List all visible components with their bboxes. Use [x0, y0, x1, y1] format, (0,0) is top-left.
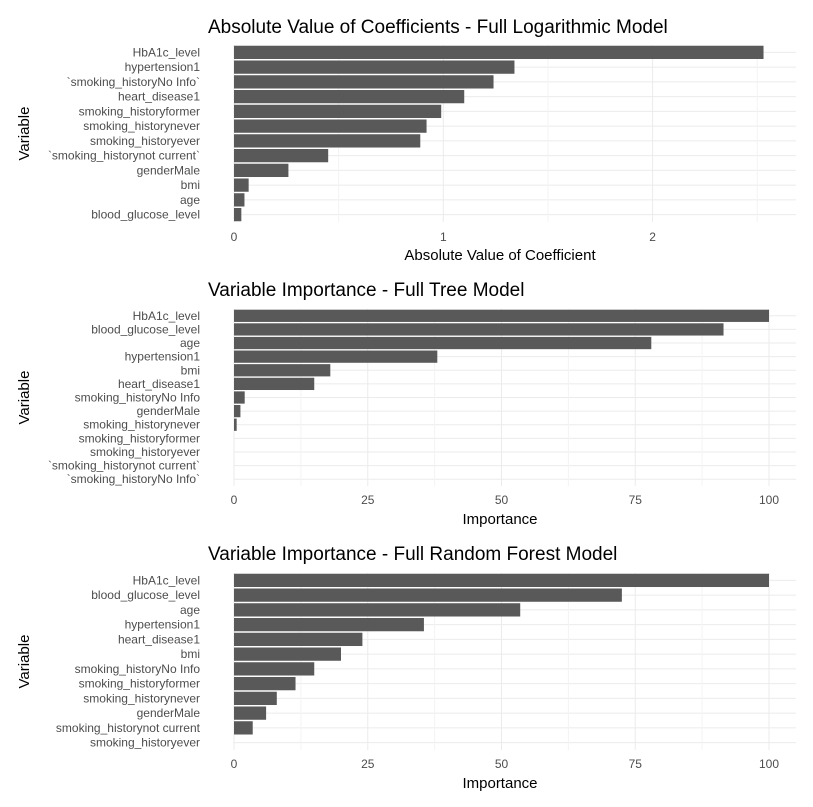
bar [234, 207, 242, 222]
x-tick-label: 1 [440, 230, 447, 244]
x-tick-label: 50 [495, 757, 509, 771]
y-tick-label: blood_glucose_level [91, 588, 200, 602]
bar [234, 178, 249, 192]
y-tick-label: blood_glucose_level [91, 208, 200, 222]
bar [234, 89, 465, 104]
bar [234, 104, 442, 119]
x-tick-label: 100 [759, 757, 779, 771]
y-tick-label: blood_glucose_level [91, 322, 200, 336]
y-tick-label: smoking_historynever [83, 691, 200, 705]
y-tick-label: smoking_historyNo Info [75, 662, 201, 676]
bar [234, 662, 315, 676]
bar [234, 573, 769, 588]
bar [234, 309, 769, 322]
panel-3: HbA1c_levelblood_glucose_levelagehyperte… [16, 544, 796, 792]
y-tick-label: age [180, 603, 200, 617]
y-tick-label: smoking_historyever [90, 445, 200, 459]
y-tick-label: hypertension1 [125, 618, 201, 632]
y-tick-label: bmi [181, 647, 200, 661]
y-tick-label: smoking_historyNo Info [75, 391, 201, 405]
bar [234, 336, 652, 350]
chart-title: Variable Importance - Full Tree Model [208, 280, 524, 301]
y-axis-title: Variable [16, 635, 33, 689]
y-tick-label: HbA1c_level [133, 573, 200, 587]
y-tick-label: `smoking_historynot current` [48, 149, 200, 163]
x-axis-title: Importance [462, 775, 537, 792]
y-tick-label: age [180, 193, 200, 207]
bar [234, 60, 515, 74]
bar [234, 350, 438, 363]
y-tick-label: `smoking_historynot current` [48, 459, 200, 473]
y-tick-label: heart_disease1 [118, 90, 200, 104]
bar [234, 691, 277, 706]
y-tick-label: hypertension1 [125, 350, 201, 364]
y-axis-title: Variable [16, 107, 33, 161]
bar [234, 163, 289, 178]
y-tick-label: smoking_historyformer [79, 677, 200, 691]
bar [234, 617, 424, 632]
y-tick-label: smoking_historyever [90, 736, 200, 750]
bar [234, 391, 245, 404]
y-tick-label: smoking_historyformer [79, 431, 200, 445]
y-tick-label: smoking_historynever [83, 119, 200, 133]
chart-title: Variable Importance - Full Random Forest… [208, 544, 617, 565]
y-tick-label: age [180, 336, 200, 350]
x-tick-label: 75 [629, 757, 643, 771]
y-tick-label: `smoking_historyNo Info` [67, 75, 200, 89]
x-tick-label: 0 [231, 493, 238, 507]
y-tick-label: heart_disease1 [118, 632, 200, 646]
bar [234, 404, 241, 418]
x-tick-label: 75 [629, 493, 643, 507]
bar [234, 632, 363, 647]
y-tick-label: heart_disease1 [118, 377, 200, 391]
x-tick-label: 25 [361, 757, 375, 771]
x-tick-label: 2 [649, 230, 656, 244]
bar [234, 418, 237, 431]
bar [234, 706, 267, 720]
y-axis-title: Variable [16, 371, 33, 425]
y-tick-label: smoking_historyformer [79, 104, 200, 118]
bar [234, 119, 427, 133]
y-tick-label: bmi [181, 363, 200, 377]
bar [234, 647, 341, 661]
x-axis-title: Absolute Value of Coefficient [404, 247, 596, 264]
x-tick-label: 100 [759, 493, 779, 507]
panel-2: HbA1c_levelblood_glucose_levelagehyperte… [16, 280, 796, 528]
y-tick-label: bmi [181, 178, 200, 192]
bar [234, 588, 622, 602]
bar [234, 75, 494, 89]
y-tick-label: HbA1c_level [133, 309, 200, 323]
x-tick-label: 0 [231, 230, 238, 244]
bar [234, 676, 296, 691]
y-tick-label: smoking_historynever [83, 418, 200, 432]
y-tick-label: HbA1c_level [133, 45, 200, 59]
bar [234, 134, 421, 148]
bar [234, 721, 253, 735]
y-tick-label: genderMale [137, 163, 201, 177]
x-tick-label: 50 [495, 493, 509, 507]
bar [234, 148, 329, 163]
bar [234, 45, 764, 60]
bar [234, 377, 315, 391]
panel-1: HbA1c_levelhypertension1`smoking_history… [16, 17, 796, 264]
bar [234, 193, 245, 207]
bar [234, 323, 724, 336]
y-tick-label: smoking_historyever [90, 134, 200, 148]
bar [234, 603, 521, 617]
bar [234, 364, 331, 377]
x-tick-label: 25 [361, 493, 375, 507]
y-tick-label: genderMale [137, 404, 201, 418]
y-tick-label: smoking_historynot current [56, 721, 201, 735]
y-tick-label: `smoking_historyNo Info` [67, 472, 200, 486]
x-axis-title: Importance [462, 511, 537, 528]
chart-title: Absolute Value of Coefficients - Full Lo… [208, 17, 668, 38]
x-tick-label: 0 [231, 757, 238, 771]
y-tick-label: genderMale [137, 706, 201, 720]
y-tick-label: hypertension1 [125, 60, 201, 74]
